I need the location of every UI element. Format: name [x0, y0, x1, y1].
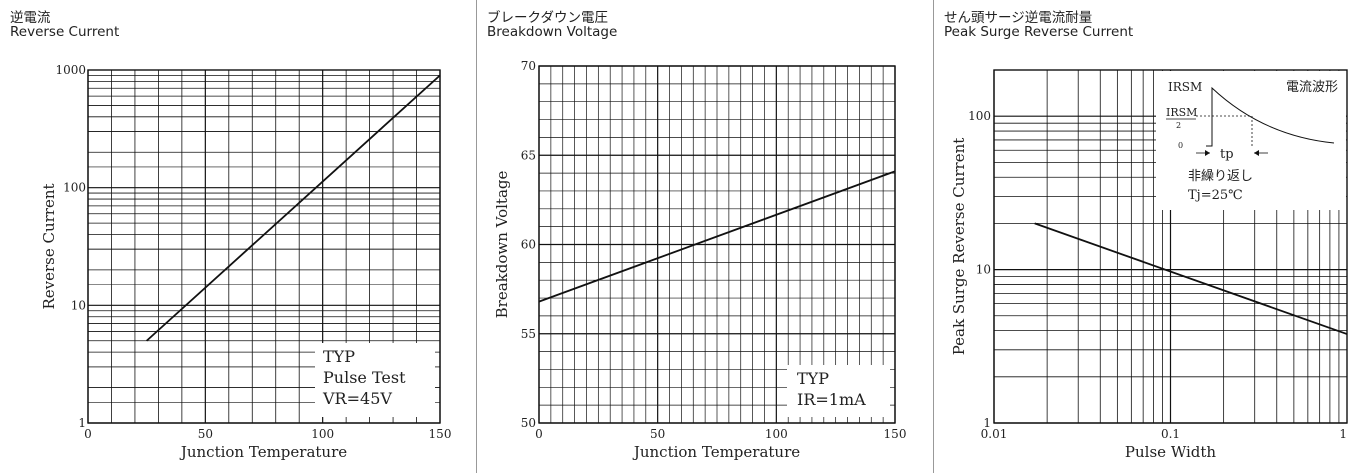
y-tick-label: 1 — [78, 416, 86, 430]
y-tick-label: 1000 — [55, 63, 86, 77]
y-tick-label: 50 — [521, 416, 536, 430]
annotation-text: TYP — [797, 369, 829, 388]
breakdown-voltage-panel: ブレークダウン電圧 Breakdown Voltage TYP IR=1mA 0 50… — [477, 0, 933, 473]
x-tick-label: 0.1 — [1161, 427, 1180, 441]
x-tick-label: 0 — [84, 427, 92, 441]
y-tick-label: 10 — [71, 298, 86, 312]
x-tick-label: 0.01 — [981, 427, 1008, 441]
y-tick-label: 70 — [521, 59, 536, 73]
annotation-box — [315, 343, 435, 417]
x-axis-label: Pulse Width — [1125, 443, 1216, 461]
series-line — [1034, 222, 1348, 335]
annotation-text: VR=45V — [322, 389, 392, 408]
y-tick-label: 55 — [521, 327, 536, 341]
chart-subtitle: Breakdown Voltage — [487, 24, 618, 40]
x-tick-label: 0 — [535, 427, 543, 441]
inset-arrow-right-head — [1254, 150, 1259, 156]
x-tick-label: 150 — [884, 427, 907, 441]
reverse-current-chart: TYP Pulse Test VR=45V 0 50 100 150 1 10 100 1000 Ju… — [40, 63, 452, 461]
x-tick-label: 100 — [765, 427, 788, 441]
chart-subtitle: Peak Surge Reverse Current — [944, 24, 1134, 40]
x-axis-label: Junction Temperature — [632, 443, 800, 461]
y-tick-label: 100 — [968, 109, 991, 123]
inset-tp-label: tp — [1220, 147, 1234, 162]
chart-subtitle: Reverse Current — [10, 24, 120, 40]
y-tick-label: 10 — [976, 263, 991, 277]
inset-tj-label: Tj=25℃ — [1188, 188, 1243, 203]
chart-title: ブレークダウン電圧 — [487, 10, 608, 26]
y-tick-label: 65 — [521, 148, 536, 162]
y-tick-label: 60 — [521, 238, 536, 252]
y-axis-label: Breakdown Voltage — [493, 171, 511, 319]
peak-surge-chart: IRSM IRSM 2 0 電流波形 tp 非繰り返し Tj=25℃ 0.01 0.1 1 1 10 10… — [950, 69, 1348, 461]
series-line — [538, 170, 896, 303]
inset-half-denominator: 2 — [1176, 121, 1181, 130]
inset-irsm-label: IRSM — [1168, 80, 1202, 94]
y-axis-label: Reverse Current — [40, 183, 58, 309]
y-axis-label: Peak Surge Reverse Current — [950, 138, 968, 356]
inset-waveform — [1206, 86, 1335, 147]
x-tick-label: 100 — [311, 427, 334, 441]
annotation-text: IR=1mA — [797, 390, 866, 409]
plot-frame — [993, 69, 1348, 424]
inset-tp-dash — [1212, 115, 1253, 146]
chart-title: せん頭サージ逆電流耐量 — [944, 10, 1093, 26]
x-axis-label: Junction Temperature — [179, 443, 347, 461]
plot-frame — [87, 69, 441, 424]
annotation-text: Pulse Test — [323, 368, 406, 387]
x-tick-label: 1 — [1339, 427, 1347, 441]
chart-title: 逆電流 — [10, 10, 51, 26]
inset-non-repetitive: 非繰り返し — [1188, 169, 1253, 184]
inset-half-numerator: IRSM — [1166, 106, 1197, 119]
series-line — [146, 74, 441, 342]
panel-divider — [933, 0, 934, 473]
plot-frame — [538, 65, 896, 424]
reverse-current-panel: 逆電流 Reverse Current TYP Pulse Test VR=45V 0… — [0, 0, 476, 473]
x-tick-label: 50 — [650, 427, 665, 441]
y-tick-label: 100 — [63, 181, 86, 195]
inset-waveform-label: 電流波形 — [1286, 80, 1338, 95]
annotation-box — [787, 365, 890, 417]
y-tick-label: 1 — [983, 416, 991, 430]
peak-surge-panel: せん頭サージ逆電流耐量 Peak Surge Reverse Current I… — [934, 0, 1366, 473]
inset-arrow-left-head — [1205, 150, 1210, 156]
inset-zero-label: 0 — [1178, 141, 1183, 150]
x-tick-label: 50 — [198, 427, 213, 441]
x-tick-label: 150 — [429, 427, 452, 441]
panel-divider — [476, 0, 477, 473]
annotation-text: TYP — [323, 347, 355, 366]
